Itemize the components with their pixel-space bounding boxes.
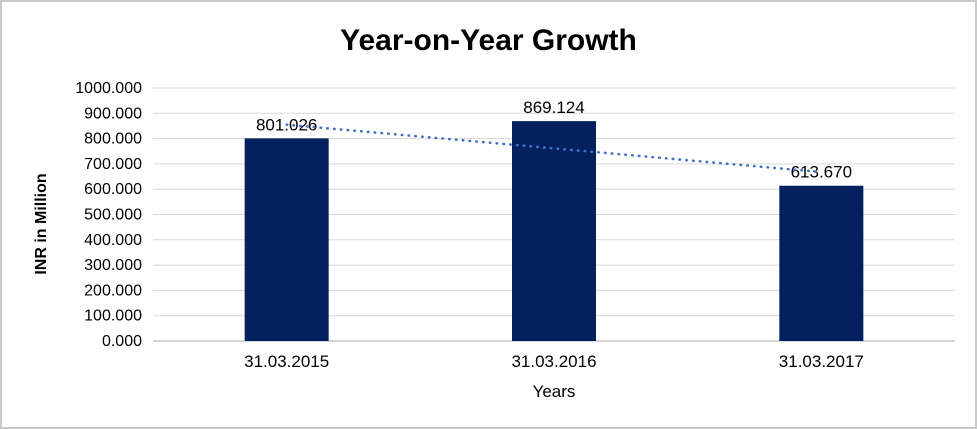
bar-value-label: 613.670 [791, 163, 852, 182]
y-axis-tick-label: 100.000 [84, 308, 142, 325]
y-axis-tick-label: 600.000 [84, 181, 142, 198]
y-axis-tick-label: 500.000 [84, 207, 142, 224]
y-axis-tick-label: 900.000 [84, 105, 142, 122]
bar [779, 185, 864, 341]
y-axis-tick-label: 0.000 [102, 333, 142, 350]
trendline [285, 123, 823, 174]
y-axis-tick-label: 200.000 [84, 282, 142, 299]
y-axis-tick-label: 700.000 [84, 156, 142, 173]
x-axis-tick-label: 31.03.2017 [779, 352, 864, 371]
y-axis-tick-label: 1000.000 [75, 80, 142, 97]
y-axis-tick-label: 400.000 [84, 232, 142, 249]
y-axis-tick-label: 300.000 [84, 257, 142, 274]
bar [244, 138, 329, 341]
bar [512, 121, 596, 341]
x-axis-tick-label: 31.03.2015 [244, 352, 329, 371]
bar-value-label: 869.124 [523, 98, 584, 117]
y-axis-tick-label: 800.000 [84, 131, 142, 148]
x-axis-title: Years [532, 382, 576, 401]
x-axis-tick-label: 31.03.2016 [511, 352, 596, 371]
chart-title: Year-on-Year Growth [340, 24, 637, 57]
